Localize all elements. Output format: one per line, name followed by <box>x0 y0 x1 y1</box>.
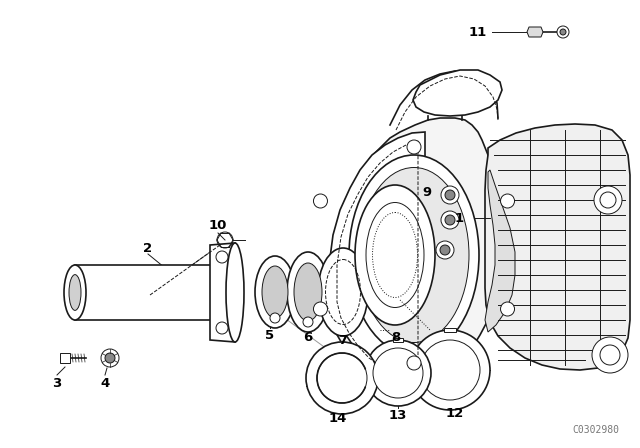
Text: 12: 12 <box>446 406 464 419</box>
Text: 13: 13 <box>389 409 407 422</box>
Ellipse shape <box>318 248 368 336</box>
Text: 3: 3 <box>52 376 61 389</box>
Polygon shape <box>210 243 235 342</box>
Circle shape <box>387 382 403 398</box>
Text: 7: 7 <box>339 333 348 346</box>
Ellipse shape <box>69 275 81 310</box>
Circle shape <box>314 194 328 208</box>
Circle shape <box>216 251 228 263</box>
Circle shape <box>440 245 450 255</box>
Circle shape <box>445 215 455 225</box>
Circle shape <box>314 302 328 316</box>
Text: 1: 1 <box>454 211 463 224</box>
Ellipse shape <box>64 265 86 320</box>
Circle shape <box>500 302 515 316</box>
Polygon shape <box>444 328 456 332</box>
Ellipse shape <box>262 266 288 318</box>
Polygon shape <box>329 132 425 380</box>
Text: 5: 5 <box>266 328 275 341</box>
Text: 11: 11 <box>468 26 487 39</box>
Circle shape <box>600 345 620 365</box>
Ellipse shape <box>317 353 367 403</box>
Circle shape <box>441 211 459 229</box>
Circle shape <box>436 241 454 259</box>
Ellipse shape <box>306 342 378 414</box>
Text: 4: 4 <box>100 376 109 389</box>
Ellipse shape <box>365 340 431 406</box>
Polygon shape <box>393 338 403 342</box>
Circle shape <box>441 186 459 204</box>
Ellipse shape <box>410 330 490 410</box>
Text: 8: 8 <box>392 331 401 344</box>
Ellipse shape <box>255 256 295 328</box>
Polygon shape <box>60 353 70 363</box>
Circle shape <box>270 313 280 323</box>
Circle shape <box>407 140 421 154</box>
Circle shape <box>216 322 228 334</box>
Text: 9: 9 <box>422 185 431 198</box>
Ellipse shape <box>355 185 435 325</box>
Circle shape <box>500 194 515 208</box>
Ellipse shape <box>294 263 322 321</box>
Polygon shape <box>485 124 630 370</box>
Polygon shape <box>413 70 502 116</box>
Text: 6: 6 <box>303 331 312 344</box>
Text: 14: 14 <box>329 412 347 425</box>
Circle shape <box>445 190 455 200</box>
Circle shape <box>594 186 622 214</box>
Circle shape <box>105 353 115 363</box>
Circle shape <box>452 382 468 398</box>
Circle shape <box>557 26 569 38</box>
Circle shape <box>600 192 616 208</box>
Text: 10: 10 <box>209 219 227 232</box>
Polygon shape <box>329 118 498 380</box>
Ellipse shape <box>349 155 479 355</box>
Circle shape <box>407 356 421 370</box>
Polygon shape <box>75 265 225 320</box>
Ellipse shape <box>226 243 244 342</box>
Circle shape <box>592 337 628 373</box>
Text: 2: 2 <box>143 241 152 254</box>
Circle shape <box>560 29 566 35</box>
Text: C0302980: C0302980 <box>573 425 620 435</box>
Ellipse shape <box>359 168 469 343</box>
Ellipse shape <box>287 252 329 332</box>
Ellipse shape <box>420 340 480 400</box>
Polygon shape <box>527 27 543 37</box>
Polygon shape <box>485 170 515 332</box>
Circle shape <box>101 349 119 367</box>
Circle shape <box>303 317 313 327</box>
Ellipse shape <box>373 348 423 398</box>
